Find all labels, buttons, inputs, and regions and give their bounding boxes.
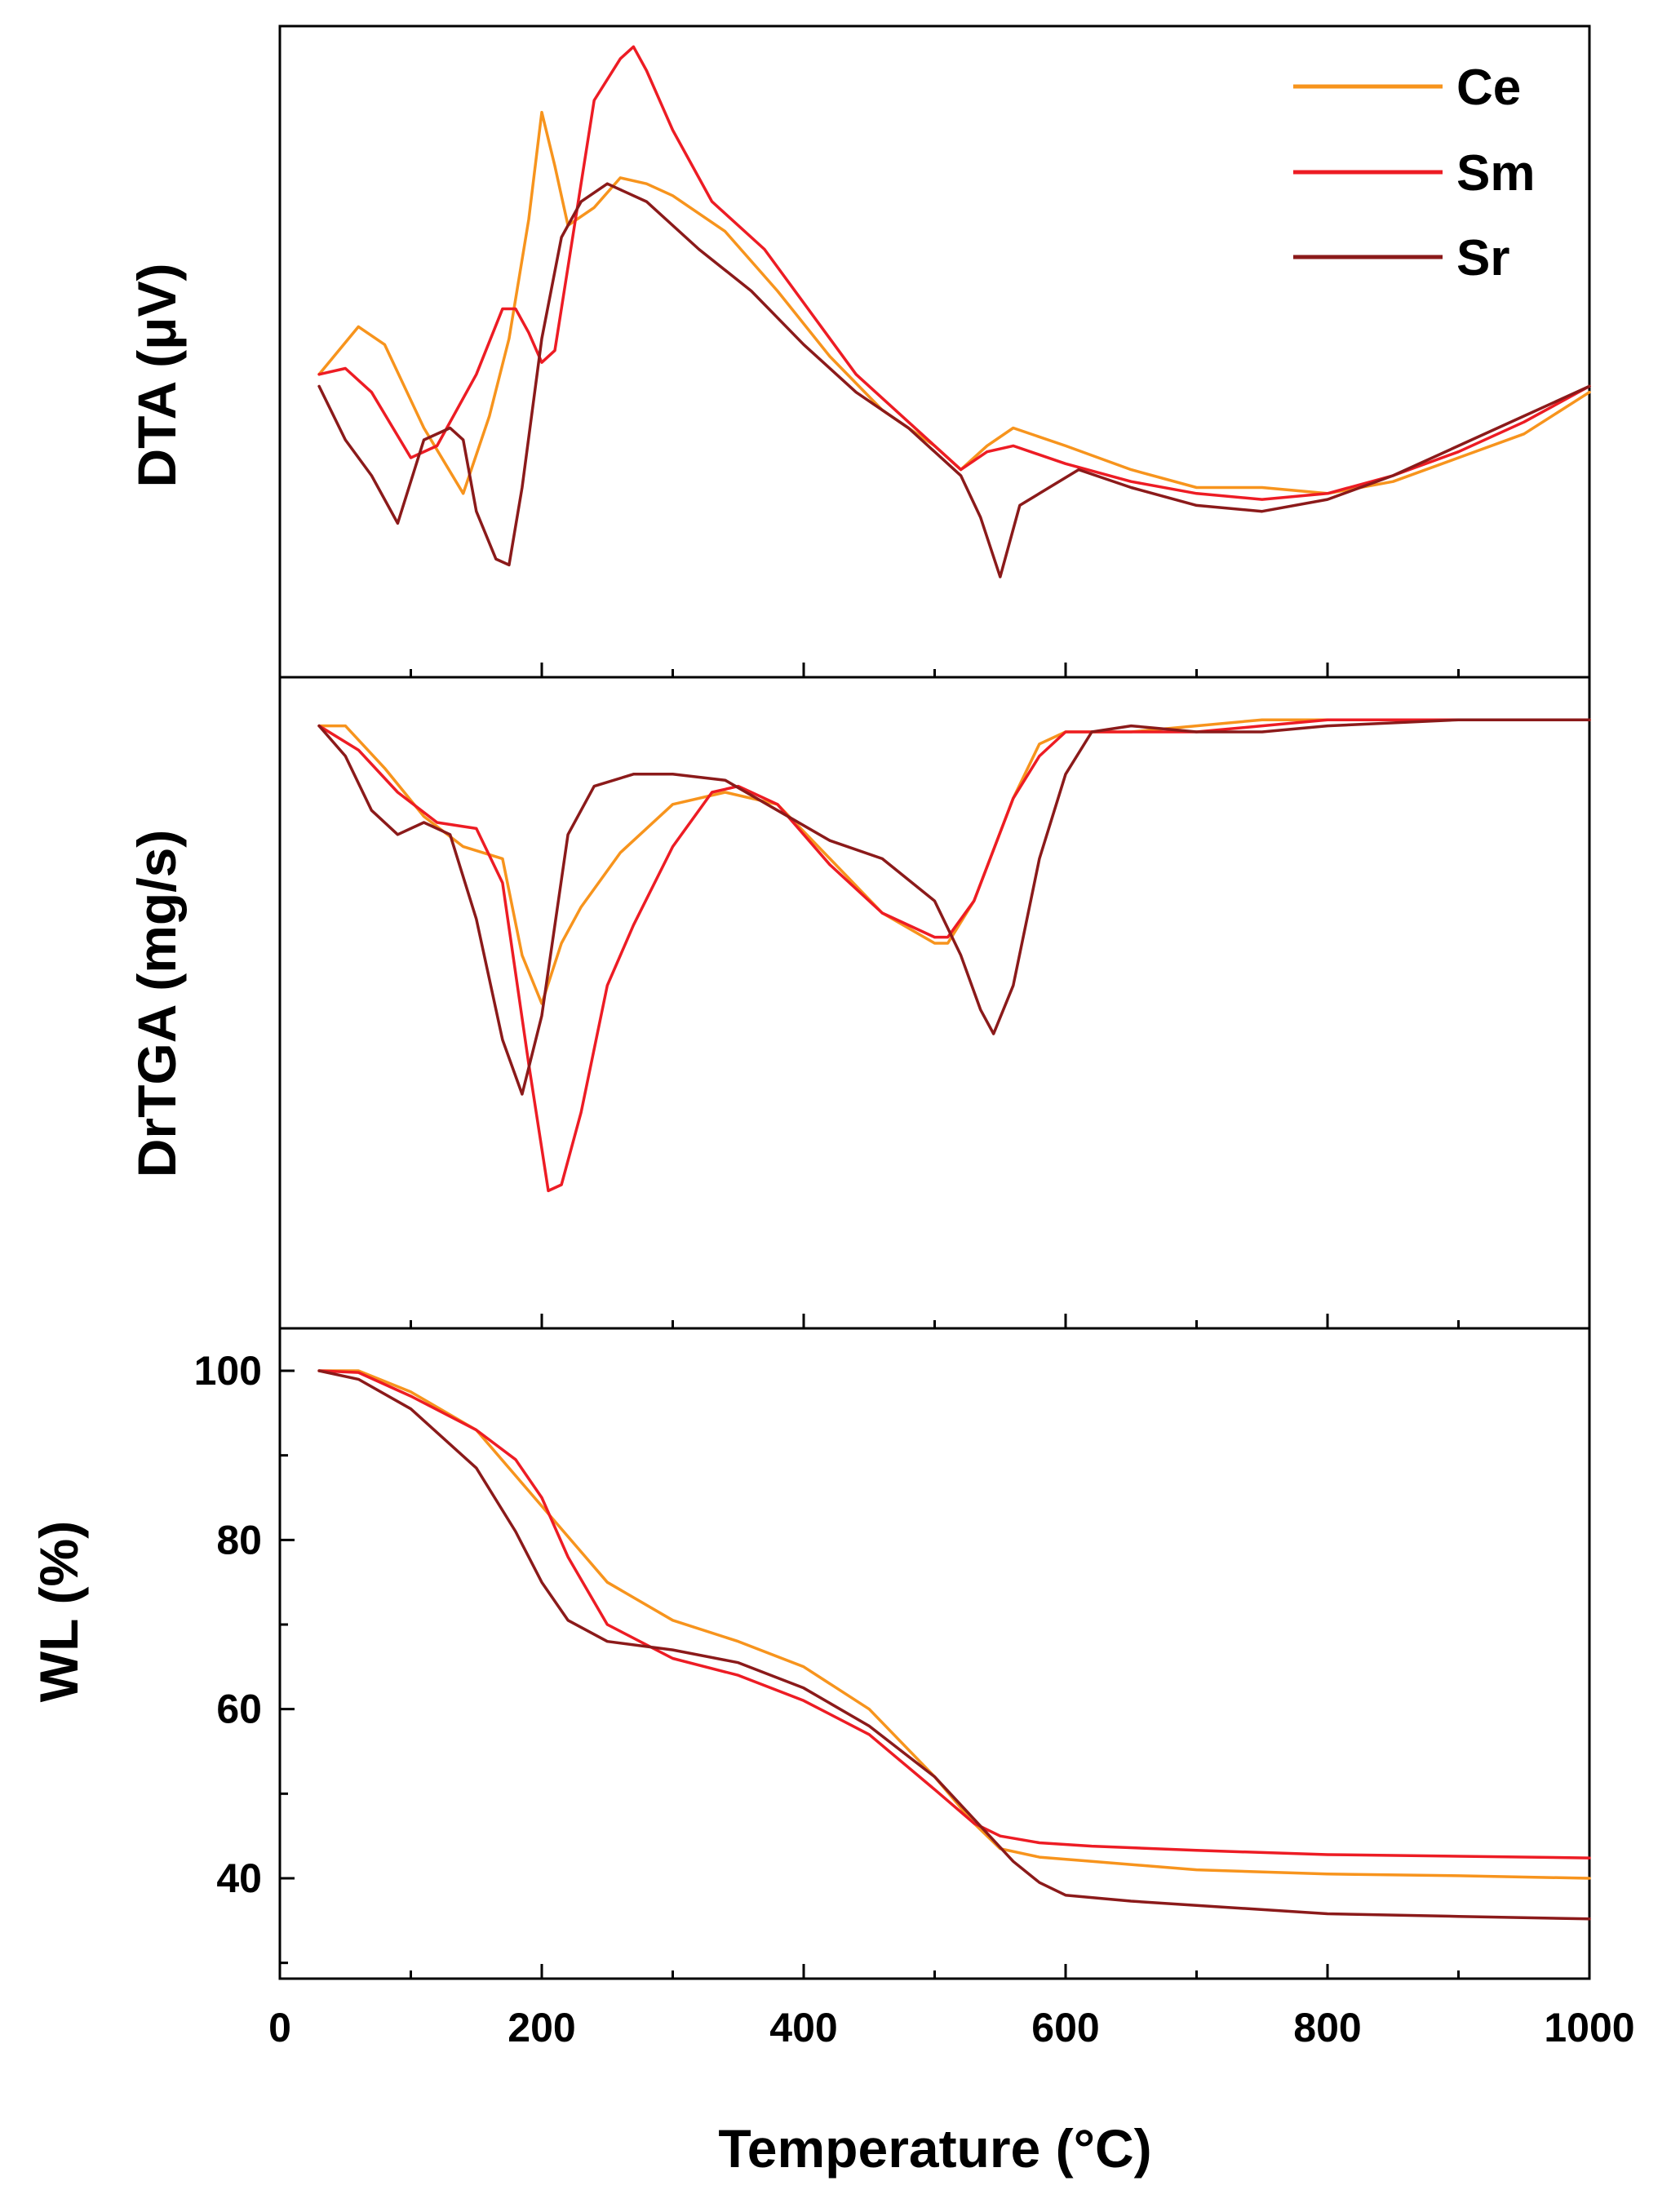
legend-label-ce: Ce — [1456, 60, 1521, 116]
wl-series-sr — [317, 1369, 1591, 1921]
wl-series-sm — [317, 1369, 1591, 1860]
drtga-series-sr — [317, 718, 1591, 1096]
wl-y-axis-title: WL (%) — [29, 1521, 89, 1702]
wl-y-tick-label: 60 — [216, 1687, 262, 1732]
wl-y-tick-label: 80 — [216, 1517, 262, 1563]
x-tick-label: 600 — [1031, 2005, 1099, 2050]
drtga-y-axis-title: DrTGA (mg/s) — [126, 830, 187, 1178]
x-axis: 0 200 400 600 800 1000 — [268, 2005, 1635, 2050]
wl-y-tick-label: 40 — [216, 1855, 262, 1901]
legend-label-sr: Sr — [1456, 230, 1509, 286]
dta-series-sr — [317, 182, 1591, 578]
drtga-series-sm — [317, 718, 1591, 1193]
x-tick-label: 200 — [508, 2005, 575, 2050]
dta-series-sm — [317, 45, 1591, 501]
legend: Ce Sm Sr — [1293, 60, 1535, 286]
dta-series-ce — [317, 110, 1591, 495]
panel-wl: 40 60 80 100 — [194, 1327, 1591, 1980]
x-tick-label: 0 — [268, 2005, 291, 2050]
x-tick-label: 400 — [769, 2005, 837, 2050]
dta-y-axis-title: DTA (μV) — [126, 264, 187, 488]
x-tick-label: 800 — [1293, 2005, 1361, 2050]
wl-y-tick-label: 100 — [194, 1348, 262, 1394]
x-tick-label: 1000 — [1544, 2005, 1634, 2050]
x-axis-title: Temperature (°C) — [718, 2118, 1151, 2179]
legend-label-sm: Sm — [1456, 145, 1535, 202]
